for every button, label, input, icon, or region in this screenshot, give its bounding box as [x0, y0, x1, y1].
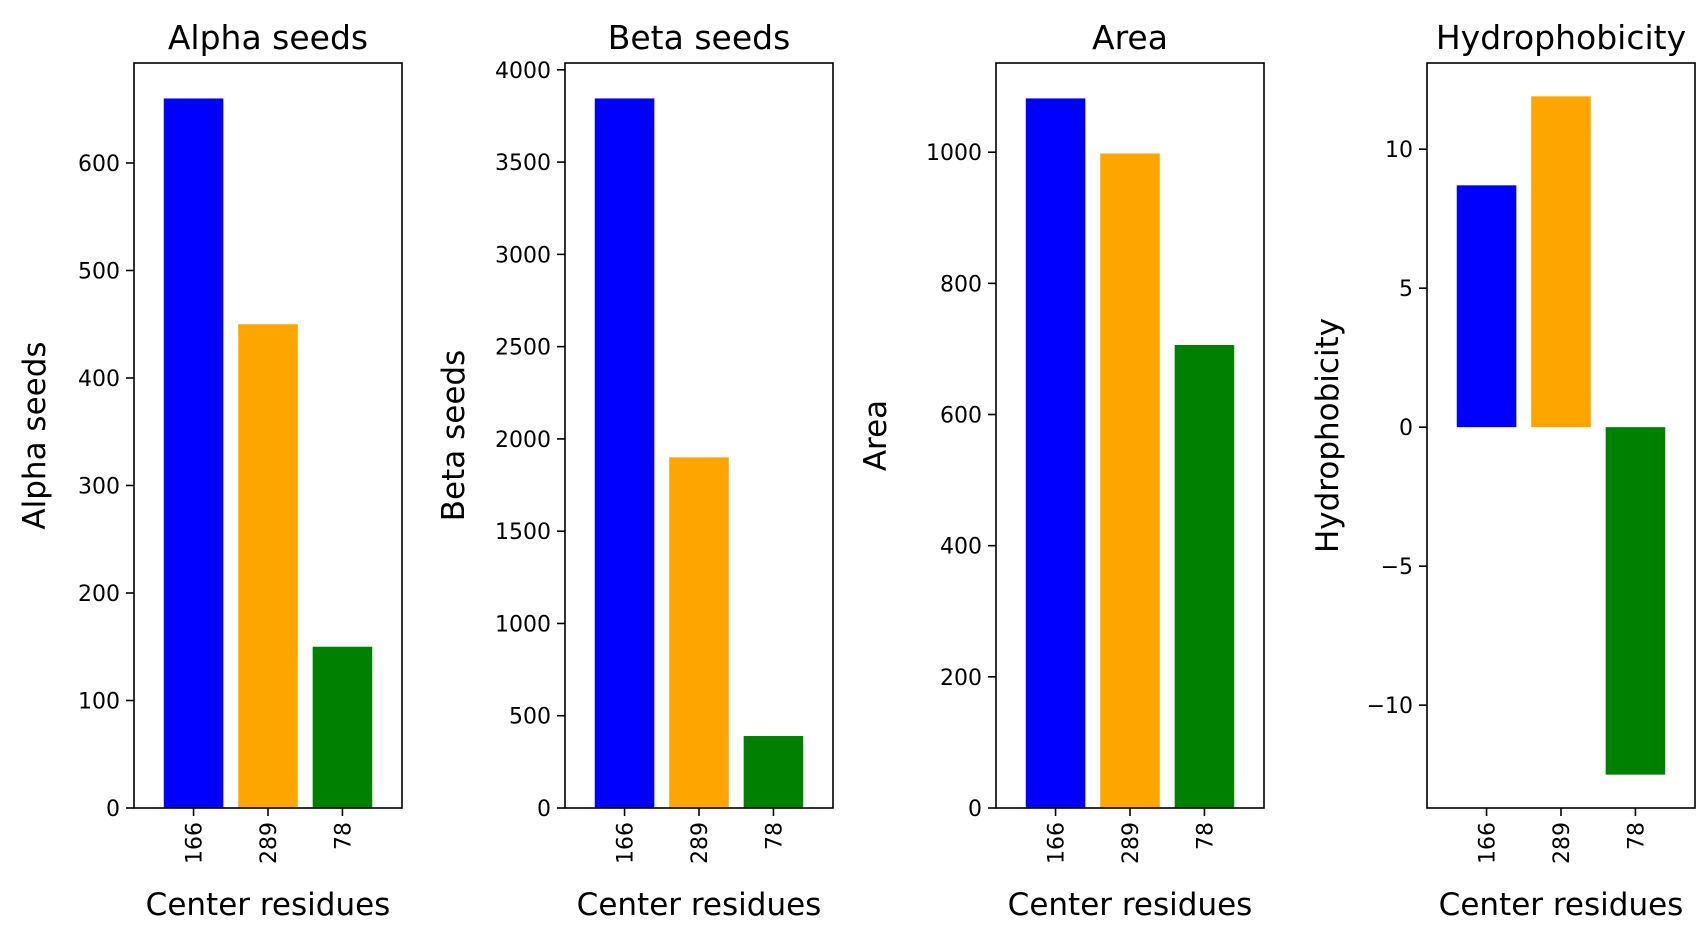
bar — [1025, 98, 1086, 809]
y-tick-label: 1000 — [926, 141, 982, 166]
axes-frame — [564, 62, 834, 809]
subplot-alpha-seeds: Alpha seeds 0 100 200 300 400 500 600 166 289 78… — [17, 18, 403, 923]
x-axis: 166 289 78 — [1476, 808, 1649, 864]
chart-title: Hydrophobicity — [1436, 18, 1686, 57]
y-tick-label: 0 — [1399, 416, 1413, 441]
bar — [669, 457, 729, 808]
y-tick-label: 0 — [968, 797, 982, 822]
y-tick-label: 800 — [940, 272, 982, 297]
y-tick-label: 600 — [78, 152, 120, 177]
y-tick-label: 3500 — [495, 151, 551, 176]
y-tick-label: 1500 — [495, 520, 551, 545]
y-tick-label: 3000 — [495, 243, 551, 268]
axes-frame — [1426, 62, 1696, 809]
x-tick-label: 289 — [257, 822, 282, 864]
y-tick-label: −10 — [1367, 694, 1413, 719]
bar — [743, 736, 804, 808]
x-tick-label: 78 — [1624, 822, 1649, 850]
x-tick-label: 166 — [1476, 822, 1501, 864]
y-tick-label: 100 — [78, 689, 120, 714]
chart-title: Alpha seeds — [168, 18, 368, 57]
y-tick-label: 5 — [1399, 277, 1413, 302]
y-tick-label: 500 — [78, 259, 120, 284]
y-tick-label: 10 — [1385, 138, 1413, 163]
x-tick-label: 289 — [1119, 822, 1144, 864]
bar — [1605, 427, 1666, 775]
x-tick-label: 78 — [762, 822, 787, 850]
x-tick-label: 166 — [183, 822, 208, 864]
bar — [238, 324, 298, 808]
y-tick-label: 500 — [509, 705, 551, 730]
y-tick-label: 400 — [940, 535, 982, 560]
x-tick-label: 166 — [1045, 822, 1070, 864]
x-axis-label: Center residues — [577, 887, 822, 923]
y-axis: −10 −5 0 5 10 — [1367, 138, 1427, 719]
x-tick-label: 166 — [614, 822, 639, 864]
x-tick-label: 289 — [1550, 822, 1575, 864]
x-axis: 166 289 78 — [614, 808, 787, 864]
x-tick-label: 78 — [1193, 822, 1218, 850]
y-axis: 0 500 1000 1500 2000 2500 3000 3500 4000 — [495, 59, 565, 822]
y-tick-label: 300 — [78, 474, 120, 499]
x-axis-label: Center residues — [146, 887, 391, 923]
x-axis-label: Center residues — [1439, 887, 1684, 923]
x-axis-label: Center residues — [1008, 887, 1253, 923]
y-tick-label: 0 — [106, 797, 120, 822]
axes-frame — [995, 62, 1265, 809]
axes-frame — [133, 62, 403, 809]
y-axis-label: Beta seeds — [436, 350, 472, 521]
x-axis: 166 289 78 — [1045, 808, 1218, 864]
bar — [1100, 153, 1160, 808]
y-tick-label: 2500 — [495, 336, 551, 361]
bar — [1174, 344, 1235, 808]
y-tick-label: 200 — [78, 582, 120, 607]
bar — [594, 98, 655, 808]
x-tick-label: 78 — [331, 822, 356, 850]
y-axis-label: Hydrophobicity — [1310, 318, 1346, 553]
y-tick-label: 600 — [940, 404, 982, 429]
bar-group — [1025, 98, 1235, 809]
y-tick-label: −5 — [1381, 555, 1413, 580]
subplot-area: Area 0 200 400 600 800 1000 166 289 78 Center r… — [858, 18, 1265, 923]
bar — [163, 98, 224, 808]
y-axis-label: Area — [858, 400, 894, 471]
chart-title: Beta seeds — [608, 18, 791, 57]
x-tick-label: 289 — [688, 822, 713, 864]
bar-group — [594, 98, 804, 808]
subplot-hydrophobicity: Hydrophobicity −10 −5 0 5 10 166 289 78 Center… — [1310, 18, 1696, 923]
y-axis: 0 100 200 300 400 500 600 — [78, 152, 134, 822]
bar-group — [1456, 96, 1666, 775]
bar — [1456, 185, 1517, 428]
y-tick-label: 0 — [537, 797, 551, 822]
y-tick-label: 2000 — [495, 428, 551, 453]
y-tick-label: 1000 — [495, 612, 551, 637]
bar-group — [163, 98, 373, 808]
bar — [1531, 96, 1591, 428]
bar — [312, 646, 373, 808]
y-axis-label: Alpha seeds — [17, 341, 53, 529]
subplot-beta-seeds: Beta seeds 0 500 1000 1500 2000 2500 3000 3500 4… — [436, 18, 834, 923]
y-axis: 0 200 400 600 800 1000 — [926, 141, 996, 822]
y-tick-label: 200 — [940, 666, 982, 691]
y-tick-label: 4000 — [495, 59, 551, 84]
y-tick-label: 400 — [78, 367, 120, 392]
x-axis: 166 289 78 — [183, 808, 356, 864]
chart-title: Area — [1092, 18, 1168, 57]
